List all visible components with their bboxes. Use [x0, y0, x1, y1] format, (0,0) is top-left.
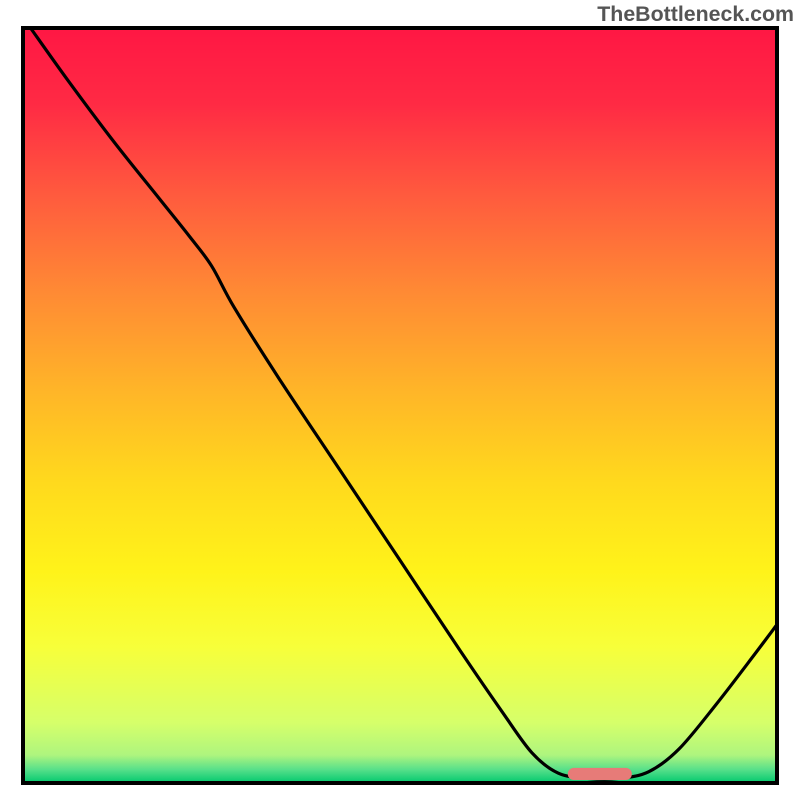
gradient-bottleneck-chart [0, 0, 800, 800]
optimum-marker [568, 768, 632, 780]
watermark-text: TheBottleneck.com [597, 2, 794, 27]
chart-stage: TheBottleneck.com [0, 0, 800, 800]
plot-background [23, 28, 777, 783]
